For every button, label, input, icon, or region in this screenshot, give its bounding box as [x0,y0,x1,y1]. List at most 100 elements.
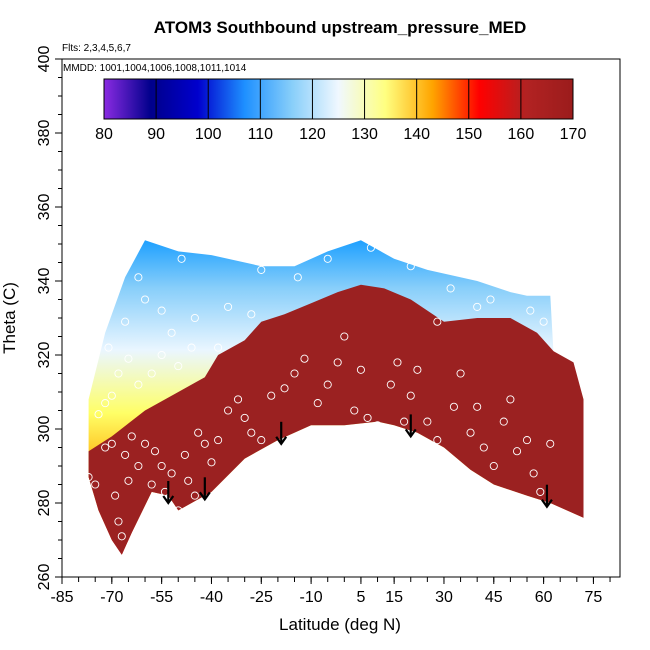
observation-point [356,365,365,374]
x-tick-label: 15 [385,589,403,606]
observation-point [124,354,133,363]
colorbar-tick-label: 170 [560,126,587,143]
colorbar-gradient [104,79,573,119]
colorbar-tick-label: 90 [147,126,165,143]
observation-point [313,399,322,408]
observation-point [446,284,455,293]
observation-point [433,317,442,326]
observation-point [280,384,289,393]
y-tick-label: 280 [36,490,53,517]
colorbar-tick-label: 80 [95,126,113,143]
observation-point [114,517,123,526]
field-dark-region [88,284,584,555]
observation-point [134,461,143,471]
x-tick-label: -25 [250,589,273,606]
observation-point [91,480,100,489]
y-tick-label: 400 [36,46,53,73]
y-tick-label: 300 [36,416,53,443]
observation-point [214,343,223,352]
observation-point [147,369,156,378]
trough-arrow [541,484,553,509]
observation-point [240,413,249,422]
trough-arrow [275,421,288,446]
observation-point [366,243,375,252]
observation-point [233,395,243,404]
x-tick-label: 45 [485,589,503,606]
flights-subtitle: Flts: 2,3,4,5,6,7 [62,43,131,54]
colorbar-tick-label: 130 [351,126,378,143]
field-layer [84,240,584,555]
x-tick-label: -85 [50,589,73,606]
observation-point [386,380,395,389]
x-tick-label: 5 [356,589,365,606]
observation-point [124,476,133,485]
y-tick-label: 260 [36,564,53,591]
observation-point [539,317,548,326]
y-tick-label: 360 [36,194,53,221]
observation-point [140,439,150,448]
y-tick-label: 380 [36,120,53,147]
x-tick-label: -55 [150,589,173,606]
trough-arrow [404,414,417,439]
observation-point [114,369,123,378]
chart-title: ATOM3 Southbound upstream_pressure_MED [154,18,526,37]
x-axis-label: Latitude (deg N) [279,615,401,634]
observation-point [423,417,432,426]
x-axis: -85 -70 -55 -40 -25 -10 5 15 30 45 60 75 [50,577,611,606]
observation-point [406,391,415,400]
observation-point [323,380,332,389]
observation-point [522,436,532,445]
observation-point [340,332,349,341]
observation-point [167,469,176,478]
colorbar-tick-label: 100 [195,126,222,143]
y-axis-label: Theta (C) [0,282,19,354]
observation-point [323,254,332,263]
observation-point [104,343,113,352]
x-tick-label: 30 [435,589,453,606]
observation-point [101,443,110,452]
observation-point [127,432,136,441]
trough-arrows [162,414,553,509]
observation-point [456,369,465,378]
colorbar-tick-label: 120 [299,126,326,143]
colorbar-tick-label: 110 [248,126,274,143]
observation-point [140,295,150,304]
y-axis: 260 280 300 320 340 360 380 400 [36,46,62,591]
x-tick-label: -10 [300,589,323,606]
observation-point [117,532,126,541]
observation-point [247,428,256,437]
trough-arrow [198,477,211,502]
observation-point [380,439,389,448]
observation-point [433,436,442,445]
observation-point [174,362,183,371]
y-tick-label: 340 [36,268,53,295]
observation-point [200,439,209,448]
observation-point [290,369,299,378]
observation-point [177,254,186,263]
observation-point [150,447,160,456]
observation-point [167,328,176,337]
colorbar-tick-label: 150 [455,126,482,143]
observation-point [180,450,189,459]
observation-point [121,317,130,326]
observation-point [107,391,116,400]
observation-point [94,521,103,530]
observation-point [473,302,482,311]
observation-point [333,358,342,367]
colorbar-tick-label: 140 [403,126,430,143]
observation-point [257,436,266,445]
observation-point [449,402,458,411]
observation-point [373,421,382,430]
observation-point [87,502,96,511]
observation-point [101,399,110,408]
observation-point [157,461,166,471]
observation-point [174,506,183,515]
observation-points [84,243,555,541]
observation-point [473,402,482,411]
colorbar-ticks: 80 90 100 110 120 130 140 150 160 170 [95,79,586,143]
observation-point [393,358,402,367]
trough-arrow [162,481,175,505]
observation-point [190,313,199,323]
observation-point [111,491,120,500]
